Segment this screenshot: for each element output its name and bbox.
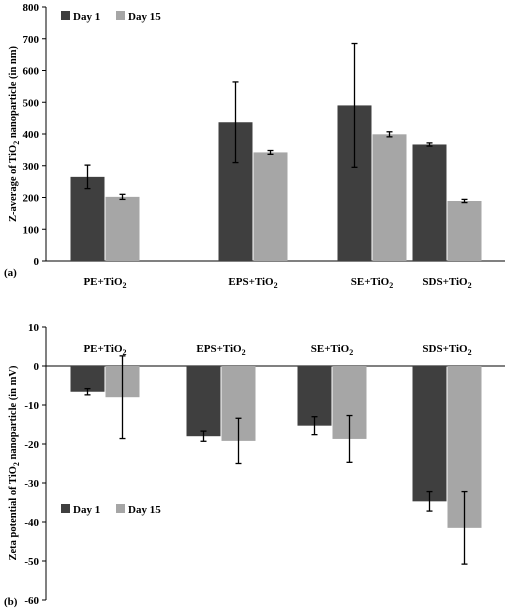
category-label: SDS+TiO2 bbox=[422, 343, 471, 357]
y-axis-title-part: nanoparticle (in mV) bbox=[8, 365, 19, 462]
category-label: EPS+TiO2 bbox=[196, 343, 245, 357]
category-label: PE+TiO2 bbox=[83, 343, 126, 357]
bar-day-15-3 bbox=[372, 134, 407, 261]
y-tick-label: 800 bbox=[23, 2, 40, 14]
y-axis-title: Z-average of TiO2 nanoparticle (in nm) bbox=[8, 46, 21, 222]
bar-day-15-4 bbox=[447, 200, 482, 261]
bar-day-15-2 bbox=[253, 152, 288, 261]
y-tick-label: -20 bbox=[24, 439, 39, 451]
y-tick-label: 700 bbox=[23, 34, 40, 46]
category-label: SDS+TiO2 bbox=[422, 276, 471, 290]
category-label-subscript: 2 bbox=[242, 348, 246, 357]
legend: Day 1 Day 15 bbox=[61, 504, 161, 516]
bar-day-1-2 bbox=[186, 366, 221, 437]
legend-swatch bbox=[116, 504, 125, 513]
y-tick-label: 100 bbox=[23, 224, 40, 236]
y-axis-title-part: nanoparticle (in nm) bbox=[8, 46, 19, 141]
legend-label: Day 15 bbox=[128, 504, 161, 516]
category-label-subscript: 2 bbox=[274, 281, 278, 290]
bar-day-1-4 bbox=[412, 144, 447, 261]
bar-day-1-4 bbox=[412, 366, 447, 502]
category-label-subscript: 2 bbox=[389, 281, 393, 290]
category-label-base: EPS+TiO bbox=[228, 276, 274, 288]
panel-label: (b) bbox=[4, 596, 18, 608]
y-axis-title-part: Zeta potential of TiO bbox=[8, 466, 19, 560]
category-label-base: SE+TiO bbox=[351, 276, 390, 288]
y-tick-label: 600 bbox=[23, 66, 40, 78]
category-label-base: PE+TiO bbox=[83, 276, 123, 288]
y-axis-title-part: Z-average of TiO bbox=[8, 145, 19, 222]
bar-day-1-3 bbox=[297, 366, 332, 426]
panel-label: (a) bbox=[4, 267, 17, 279]
bar-day-1-1 bbox=[70, 366, 105, 392]
y-axis-title-subscript: 2 bbox=[12, 141, 21, 145]
bar-day-1-1 bbox=[70, 176, 105, 261]
y-tick-label: 300 bbox=[23, 161, 40, 173]
category-label-base: SDS+TiO bbox=[422, 276, 468, 288]
legend: Day 1 Day 15 bbox=[61, 11, 161, 23]
y-tick-label: 400 bbox=[23, 129, 40, 141]
y-tick-label: -10 bbox=[24, 400, 39, 412]
y-axis-title: Zeta potential of TiO2 nanoparticle (in … bbox=[8, 365, 21, 560]
y-tick-label: 200 bbox=[23, 193, 40, 205]
legend-swatch bbox=[61, 504, 70, 513]
category-label-subscript: 2 bbox=[468, 281, 472, 290]
legend-swatch bbox=[61, 11, 70, 20]
y-tick-label: 0 bbox=[34, 361, 40, 373]
y-tick-label: -30 bbox=[24, 478, 39, 490]
category-label-subscript: 2 bbox=[349, 348, 353, 357]
category-label: SE+TiO2 bbox=[311, 343, 353, 357]
category-label-subscript: 2 bbox=[123, 348, 127, 357]
y-tick-label: -40 bbox=[24, 517, 39, 529]
y-tick-label: 0 bbox=[34, 256, 40, 268]
y-tick-label: -50 bbox=[24, 556, 39, 568]
category-label-base: SE+TiO bbox=[311, 343, 350, 355]
category-label-base: PE+TiO bbox=[83, 343, 123, 355]
bar-day-15-1 bbox=[105, 196, 140, 261]
category-label-base: SDS+TiO bbox=[422, 343, 468, 355]
legend-swatch bbox=[116, 11, 125, 20]
y-tick-label: 10 bbox=[28, 322, 40, 334]
category-label-base: EPS+TiO bbox=[196, 343, 242, 355]
category-label: PE+TiO2 bbox=[83, 276, 126, 290]
legend-label: Day 1 bbox=[73, 11, 100, 23]
category-label-subscript: 2 bbox=[123, 281, 127, 290]
category-label: SE+TiO2 bbox=[351, 276, 393, 290]
category-label-subscript: 2 bbox=[468, 348, 472, 357]
y-tick-label: 500 bbox=[23, 97, 40, 109]
legend-label: Day 1 bbox=[73, 504, 100, 516]
y-tick-label: -60 bbox=[24, 595, 39, 607]
category-label: EPS+TiO2 bbox=[228, 276, 277, 290]
legend-label: Day 15 bbox=[128, 11, 161, 23]
y-axis-title-subscript: 2 bbox=[12, 462, 21, 466]
